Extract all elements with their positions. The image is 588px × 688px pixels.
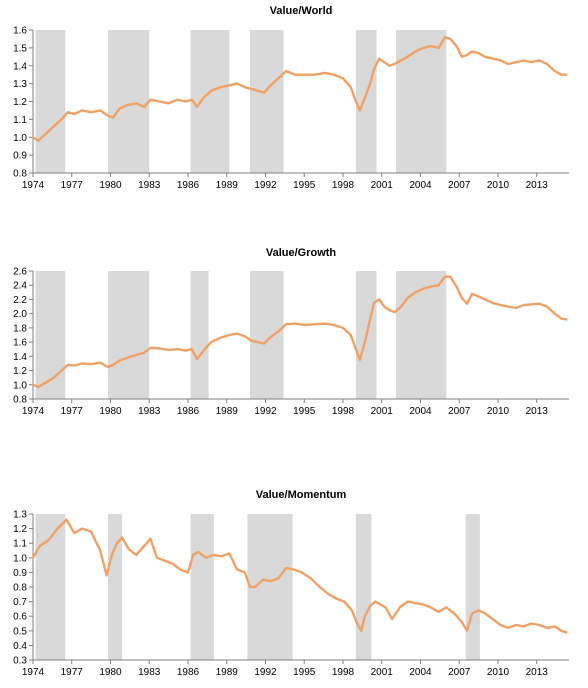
x-tick-label: 1998 xyxy=(332,180,355,191)
shaded-period xyxy=(190,30,230,173)
x-tick-label: 1977 xyxy=(61,180,84,191)
y-tick-label: 0.3 xyxy=(13,656,27,667)
shaded-period xyxy=(249,271,284,399)
chart-title: Value/Momentum xyxy=(256,489,347,501)
x-tick-label: 1977 xyxy=(61,667,84,678)
shaded-period xyxy=(35,271,66,399)
x-tick-label: 1995 xyxy=(293,180,316,191)
x-tick-label: 1986 xyxy=(177,180,200,191)
y-tick-label: 1.2 xyxy=(13,97,27,108)
shaded-period xyxy=(355,514,372,660)
y-tick-label: 0.6 xyxy=(13,612,27,623)
y-tick-label: 1.8 xyxy=(13,323,27,334)
y-tick-label: 1.5 xyxy=(13,43,27,54)
y-tick-label: 1.1 xyxy=(13,539,27,550)
shaded-period xyxy=(355,30,377,173)
x-tick-label: 2007 xyxy=(448,180,471,191)
x-tick-label: 1989 xyxy=(216,667,239,678)
x-tick-label: 2013 xyxy=(526,667,549,678)
x-tick-label: 1989 xyxy=(216,180,239,191)
shaded-period xyxy=(190,271,209,399)
y-tick-label: 1.6 xyxy=(13,26,27,37)
x-tick-label: 2001 xyxy=(371,406,394,417)
x-tick-label: 1998 xyxy=(332,667,355,678)
y-tick-label: 0.8 xyxy=(13,169,27,180)
chart-title: Value/World xyxy=(270,5,333,17)
y-tick-label: 1.4 xyxy=(13,61,27,72)
y-tick-label: 2.0 xyxy=(13,309,27,320)
x-tick-label: 1986 xyxy=(177,406,200,417)
x-tick-label: 2004 xyxy=(409,180,432,191)
y-tick-label: 0.4 xyxy=(13,641,27,652)
chart-1: Value/World 0.8 0.9 1.0 1.1 1.2 1.3 1.4 1.5 1.6 19… xyxy=(13,5,569,191)
x-tick-label: 1986 xyxy=(177,667,200,678)
x-tick-label: 2010 xyxy=(487,180,510,191)
y-tick-label: 0.9 xyxy=(13,151,27,162)
shaded-period xyxy=(249,30,284,173)
x-tick-label: 2004 xyxy=(409,406,432,417)
x-tick-label: 1974 xyxy=(22,406,45,417)
chart-2: Value/Growth 0.8 1.0 1.2 1.4 1.6 1.8 2.0 2.2 2.4 2… xyxy=(13,247,569,417)
y-tick-label: 0.8 xyxy=(13,395,27,406)
shaded-period xyxy=(35,30,66,173)
x-tick-label: 1992 xyxy=(254,180,277,191)
y-tick-label: 1.0 xyxy=(13,380,27,391)
shaded-period xyxy=(395,30,447,173)
x-tick-label: 1983 xyxy=(138,667,161,678)
x-tick-label: 2007 xyxy=(448,667,471,678)
shaded-period xyxy=(107,514,123,660)
shaded-period xyxy=(190,514,214,660)
x-tick-label: 1992 xyxy=(254,406,277,417)
x-tick-label: 2013 xyxy=(526,406,549,417)
x-tick-label: 1992 xyxy=(254,667,277,678)
y-tick-label: 2.4 xyxy=(13,281,27,292)
shaded-period xyxy=(107,30,150,173)
x-tick-label: 1983 xyxy=(138,406,161,417)
x-tick-label: 1980 xyxy=(99,180,122,191)
y-tick-label: 1.0 xyxy=(13,553,27,564)
shaded-period xyxy=(465,514,480,660)
y-tick-label: 2.2 xyxy=(13,295,27,306)
x-tick-label: 1995 xyxy=(293,406,316,417)
x-tick-label: 2010 xyxy=(487,406,510,417)
chart-3: Value/Momentum 0.3 0.4 0.5 0.6 0.7 0.8 0.9 1.0 1.… xyxy=(13,489,569,678)
x-tick-label: 1989 xyxy=(216,406,239,417)
y-tick-label: 1.1 xyxy=(13,115,27,126)
x-tick-label: 2010 xyxy=(487,667,510,678)
x-tick-label: 1980 xyxy=(99,406,122,417)
x-tick-label: 1983 xyxy=(138,180,161,191)
x-tick-label: 1977 xyxy=(61,406,84,417)
y-tick-label: 1.2 xyxy=(13,524,27,535)
x-tick-label: 1998 xyxy=(332,406,355,417)
x-tick-label: 2013 xyxy=(526,180,549,191)
y-tick-label: 1.3 xyxy=(13,79,27,90)
x-tick-label: 1974 xyxy=(22,180,45,191)
y-tick-label: 0.5 xyxy=(13,626,27,637)
y-tick-label: 2.6 xyxy=(13,267,27,278)
x-tick-label: 2007 xyxy=(448,406,471,417)
x-tick-label: 2001 xyxy=(371,667,394,678)
y-tick-label: 1.3 xyxy=(13,510,27,521)
x-tick-label: 2001 xyxy=(371,180,394,191)
y-tick-label: 1.4 xyxy=(13,352,27,363)
shaded-period xyxy=(395,271,447,399)
x-tick-label: 1980 xyxy=(99,667,122,678)
series-line xyxy=(31,36,568,143)
chart-title: Value/Growth xyxy=(266,247,337,259)
shaded-period xyxy=(107,271,150,399)
x-tick-label: 1974 xyxy=(22,667,45,678)
y-tick-label: 0.9 xyxy=(13,568,27,579)
y-tick-label: 1.6 xyxy=(13,338,27,349)
series-line xyxy=(31,518,568,634)
x-tick-label: 2004 xyxy=(409,667,432,678)
y-tick-label: 1.0 xyxy=(13,133,27,144)
y-tick-label: 1.2 xyxy=(13,366,27,377)
y-tick-label: 0.8 xyxy=(13,583,27,594)
x-tick-label: 1995 xyxy=(293,667,316,678)
series-line xyxy=(31,275,568,389)
y-tick-label: 0.7 xyxy=(13,597,27,608)
